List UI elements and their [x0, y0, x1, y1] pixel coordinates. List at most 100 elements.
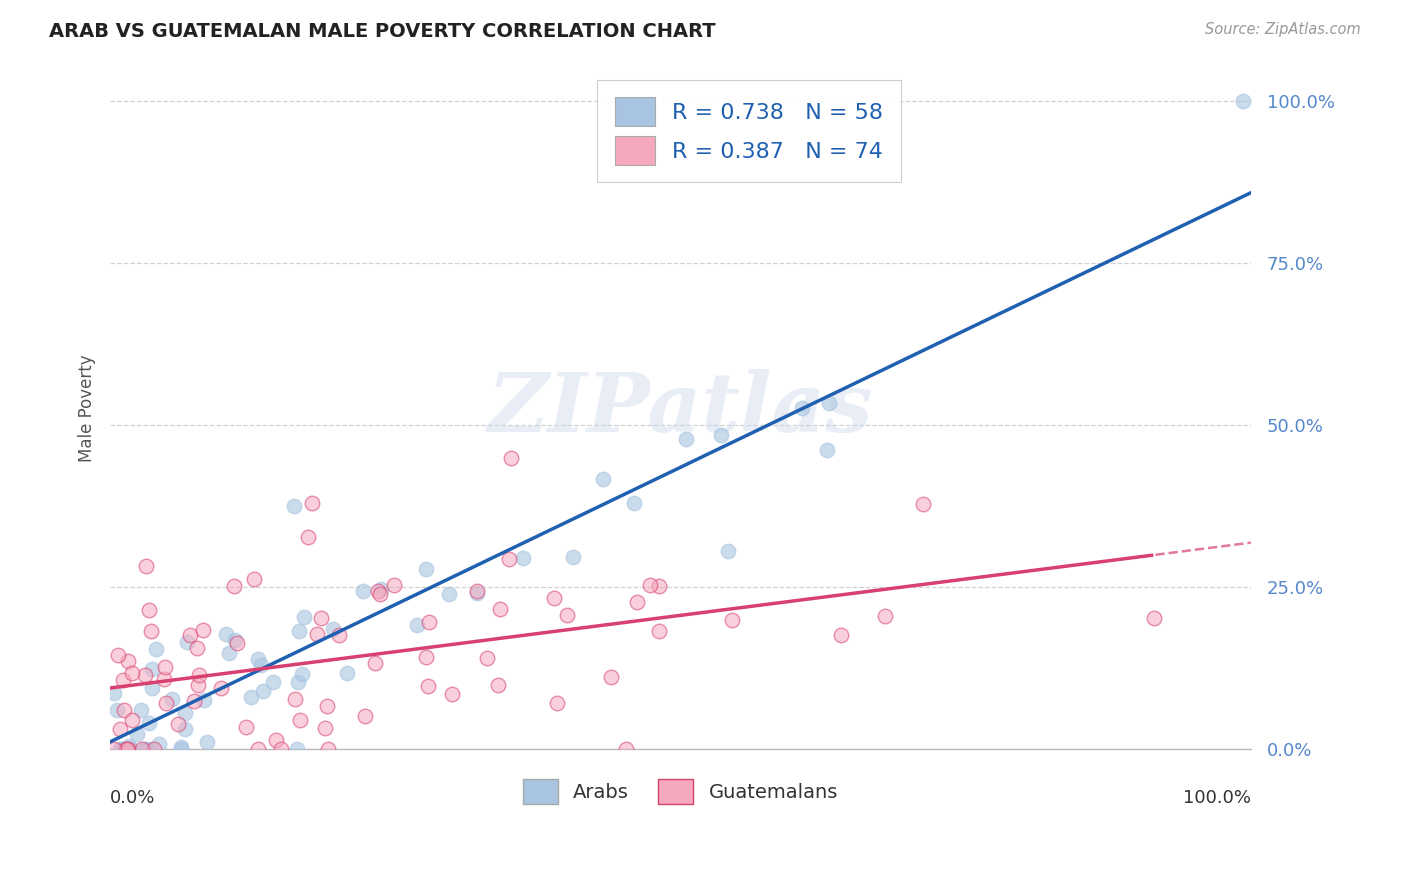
Point — [911, 497, 934, 511]
Point — [370, 582, 392, 596]
Point — [288, 624, 311, 639]
Point — [142, 741, 165, 756]
Point — [648, 624, 671, 639]
Point — [209, 681, 232, 696]
Point — [710, 428, 733, 442]
Point — [675, 432, 697, 446]
Point — [243, 572, 266, 586]
Point — [415, 562, 437, 576]
Point — [721, 613, 744, 627]
Point — [141, 681, 163, 695]
Text: 0.0%: 0.0% — [110, 789, 156, 807]
Point — [640, 578, 662, 592]
Point — [499, 450, 522, 465]
Point — [382, 578, 405, 592]
Point — [187, 667, 209, 681]
Point — [155, 660, 177, 674]
Point — [352, 583, 374, 598]
Text: 100.0%: 100.0% — [1182, 789, 1251, 807]
Point — [111, 741, 134, 756]
Point — [626, 595, 648, 609]
Point — [498, 552, 520, 566]
Point — [112, 741, 135, 756]
Point — [316, 698, 339, 713]
Point — [297, 531, 319, 545]
Text: ARAB VS GUATEMALAN MALE POVERTY CORRELATION CHART: ARAB VS GUATEMALAN MALE POVERTY CORRELAT… — [49, 22, 716, 41]
Point — [107, 648, 129, 662]
Point — [131, 741, 153, 756]
Point — [218, 646, 240, 660]
Point — [465, 586, 488, 600]
Point — [287, 675, 309, 690]
Point — [815, 443, 838, 458]
Point — [318, 741, 340, 756]
Point — [235, 720, 257, 734]
Point — [873, 608, 896, 623]
Point — [224, 579, 246, 593]
Point — [141, 662, 163, 676]
Point — [193, 693, 215, 707]
Point — [118, 739, 141, 753]
Point — [717, 544, 740, 558]
Point — [193, 623, 215, 637]
Point — [336, 666, 359, 681]
Point — [108, 723, 131, 737]
Point — [246, 741, 269, 756]
Point — [489, 602, 512, 616]
Point — [314, 721, 336, 735]
Point — [125, 727, 148, 741]
Point — [160, 691, 183, 706]
Point — [555, 607, 578, 622]
Point — [121, 665, 143, 680]
Point — [367, 583, 389, 598]
Point — [440, 687, 463, 701]
Point — [224, 632, 246, 647]
Point — [120, 741, 142, 756]
Point — [309, 610, 332, 624]
Point — [152, 672, 174, 686]
Point — [599, 670, 621, 684]
Point — [225, 636, 247, 650]
Point — [353, 709, 375, 723]
Point — [364, 656, 387, 670]
Point — [183, 694, 205, 708]
Point — [173, 706, 195, 720]
Point — [141, 624, 163, 638]
Point — [264, 733, 287, 747]
Point — [648, 579, 671, 593]
Point — [322, 622, 344, 636]
Point — [170, 740, 193, 755]
Point — [108, 741, 131, 756]
Point — [179, 628, 201, 642]
Point — [112, 703, 135, 717]
Point — [291, 667, 314, 681]
Point — [592, 472, 614, 486]
Point — [105, 703, 128, 717]
Text: Source: ZipAtlas.com: Source: ZipAtlas.com — [1205, 22, 1361, 37]
Point — [283, 500, 305, 514]
Point — [215, 627, 238, 641]
Point — [546, 696, 568, 710]
Point — [328, 628, 350, 642]
Point — [305, 627, 328, 641]
Point — [166, 717, 188, 731]
Point — [512, 551, 534, 566]
Y-axis label: Male Poverty: Male Poverty — [79, 355, 96, 462]
Point — [134, 668, 156, 682]
Point — [416, 679, 439, 693]
Point — [129, 702, 152, 716]
Point — [121, 713, 143, 727]
Point — [830, 627, 852, 641]
Point — [439, 587, 461, 601]
Point — [138, 715, 160, 730]
Point — [475, 651, 498, 665]
Point — [561, 550, 583, 565]
Point — [173, 722, 195, 736]
Point — [614, 741, 637, 756]
Point — [247, 652, 270, 666]
Point — [117, 741, 139, 756]
Point — [418, 615, 440, 630]
Point — [117, 654, 139, 668]
Point — [250, 658, 273, 673]
Point — [465, 584, 488, 599]
